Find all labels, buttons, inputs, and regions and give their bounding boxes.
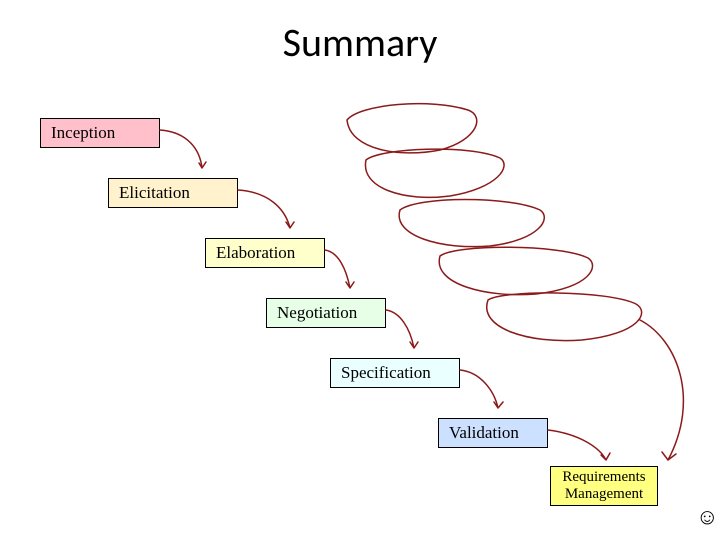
stage-label: Validation [449, 423, 519, 443]
arrows-overlay [0, 0, 720, 540]
stage-elaboration: Elaboration [205, 238, 325, 268]
stage-validation: Validation [438, 418, 548, 448]
stage-elicitation: Elicitation [108, 178, 238, 208]
smiley-icon: ☺ [696, 504, 718, 530]
requirements-management-box: Requirements Management [550, 466, 658, 506]
stage-label: Specification [341, 363, 431, 383]
req-label-line2: Management [565, 486, 643, 502]
stage-negotiation: Negotiation [266, 298, 386, 328]
req-label-line1: Requirements [562, 469, 645, 485]
stage-label: Elicitation [119, 183, 190, 203]
page-title: Summary [0, 18, 720, 67]
stage-inception: Inception [40, 118, 160, 148]
stage-label: Inception [51, 123, 115, 143]
stage-label: Negotiation [277, 303, 357, 323]
stage-specification: Specification [330, 358, 460, 388]
stage-label: Elaboration [216, 243, 295, 263]
